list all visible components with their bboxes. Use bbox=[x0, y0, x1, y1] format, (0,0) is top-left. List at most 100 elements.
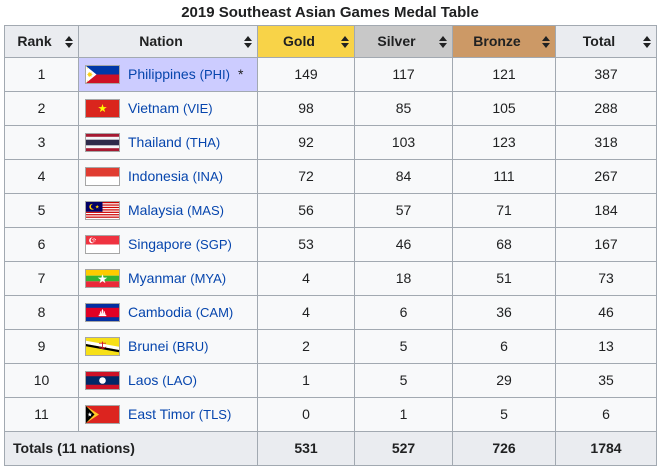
nation-cell: Cambodia (CAM) bbox=[78, 295, 258, 330]
nation-link[interactable]: East Timor (TLS) bbox=[128, 405, 231, 424]
bronze-cell: 6 bbox=[452, 329, 556, 364]
nation-cell: Malaysia (MAS) bbox=[78, 193, 258, 228]
flag-cambodia-icon bbox=[85, 303, 120, 322]
total-cell: 318 bbox=[555, 125, 657, 160]
nation-link[interactable]: Thailand (THA) bbox=[128, 133, 220, 152]
nation-link[interactable]: Malaysia (MAS) bbox=[128, 201, 224, 220]
silver-cell: 5 bbox=[354, 363, 453, 398]
silver-cell: 18 bbox=[354, 261, 453, 296]
flag-indonesia-icon bbox=[85, 167, 120, 186]
header-total[interactable]: Total bbox=[555, 25, 657, 58]
table-row: 7 Myanmar (MYA) 4 18 51 73 bbox=[4, 261, 657, 296]
gold-cell: 4 bbox=[257, 295, 355, 330]
nation-link[interactable]: Brunei (BRU) bbox=[128, 337, 208, 356]
nation-code: (SGP) bbox=[195, 237, 232, 252]
total-cell: 387 bbox=[555, 57, 657, 92]
nation-cell: East Timor (TLS) bbox=[78, 397, 258, 432]
total-cell: 167 bbox=[555, 227, 657, 262]
sort-icon bbox=[439, 35, 447, 48]
header-row: Rank Nation Gold Silver Bronze Total bbox=[4, 25, 657, 58]
nation-cell: Myanmar (MYA) bbox=[78, 261, 258, 296]
gold-cell: 72 bbox=[257, 159, 355, 194]
gold-cell: 0 bbox=[257, 397, 355, 432]
bronze-cell: 111 bbox=[452, 159, 556, 194]
nation-link[interactable]: Vietnam (VIE) bbox=[128, 99, 213, 118]
nation-name: Cambodia bbox=[128, 304, 192, 320]
nation-code: (CAM) bbox=[195, 305, 234, 320]
header-silver[interactable]: Silver bbox=[354, 25, 453, 58]
total-cell: 73 bbox=[555, 261, 657, 296]
nation-code: (LAO) bbox=[162, 373, 197, 388]
sort-icon bbox=[65, 35, 73, 48]
rank-cell: 8 bbox=[4, 295, 79, 330]
nation-link[interactable]: Laos (LAO) bbox=[128, 371, 197, 390]
nation-link[interactable]: Singapore (SGP) bbox=[128, 235, 232, 254]
nation-link[interactable]: Indonesia (INA) bbox=[128, 167, 223, 186]
nation-name: Indonesia bbox=[128, 168, 189, 184]
nation-code: (VIE) bbox=[183, 101, 213, 116]
page-title: 2019 Southeast Asian Games Medal Table bbox=[181, 4, 479, 21]
flag-east-timor-icon bbox=[85, 405, 120, 424]
bronze-cell: 123 bbox=[452, 125, 556, 160]
sort-icon bbox=[244, 35, 252, 48]
nation-link[interactable]: Cambodia (CAM) bbox=[128, 303, 233, 322]
table-row: 8 Cambodia (CAM) 4 6 36 46 bbox=[4, 295, 657, 330]
header-gold-label: Gold bbox=[283, 33, 315, 49]
nation-name: Myanmar bbox=[128, 270, 187, 286]
header-bronze[interactable]: Bronze bbox=[452, 25, 556, 58]
header-rank[interactable]: Rank bbox=[4, 25, 79, 58]
nation-link[interactable]: Myanmar (MYA) bbox=[128, 269, 226, 288]
totals-row: Totals (11 nations) 531 527 726 1784 bbox=[4, 431, 657, 466]
table-row: 9 Brunei (BRU) 2 5 6 13 bbox=[4, 329, 657, 364]
rank-cell: 3 bbox=[4, 125, 79, 160]
header-total-label: Total bbox=[582, 33, 616, 49]
silver-cell: 57 bbox=[354, 193, 453, 228]
nation-code: (BRU) bbox=[172, 339, 209, 354]
gold-cell: 4 bbox=[257, 261, 355, 296]
nation-link[interactable]: Philippines (PHI) bbox=[128, 65, 230, 84]
nation-code: (MYA) bbox=[190, 271, 227, 286]
nation-name: East Timor bbox=[128, 406, 195, 422]
sort-icon bbox=[542, 35, 550, 48]
gold-cell: 1 bbox=[257, 363, 355, 398]
nation-code: (THA) bbox=[185, 135, 221, 150]
bronze-cell: 71 bbox=[452, 193, 556, 228]
totals-gold: 531 bbox=[257, 431, 355, 466]
nation-cell: Laos (LAO) bbox=[78, 363, 258, 398]
nation-name: Laos bbox=[128, 372, 159, 388]
gold-cell: 53 bbox=[257, 227, 355, 262]
nation-name: Malaysia bbox=[128, 202, 184, 218]
total-cell: 13 bbox=[555, 329, 657, 364]
nation-cell: Singapore (SGP) bbox=[78, 227, 258, 262]
bronze-cell: 36 bbox=[452, 295, 556, 330]
total-cell: 46 bbox=[555, 295, 657, 330]
total-cell: 184 bbox=[555, 193, 657, 228]
header-nation-label: Nation bbox=[139, 33, 183, 49]
total-cell: 6 bbox=[555, 397, 657, 432]
header-silver-label: Silver bbox=[377, 33, 416, 49]
medal-table: Rank Nation Gold Silver Bronze Total 1 P… bbox=[4, 25, 657, 466]
silver-cell: 103 bbox=[354, 125, 453, 160]
gold-cell: 92 bbox=[257, 125, 355, 160]
nation-code: (PHI) bbox=[199, 67, 230, 82]
rank-cell: 1 bbox=[4, 57, 79, 92]
total-cell: 35 bbox=[555, 363, 657, 398]
flag-laos-icon bbox=[85, 371, 120, 390]
flag-philippines-icon bbox=[85, 65, 120, 84]
header-gold[interactable]: Gold bbox=[257, 25, 355, 58]
rank-cell: 9 bbox=[4, 329, 79, 364]
bronze-cell: 121 bbox=[452, 57, 556, 92]
nation-name: Vietnam bbox=[128, 100, 180, 116]
table-row: 5 Malaysia (MAS) 56 57 71 184 bbox=[4, 193, 657, 228]
host-marker: * bbox=[237, 66, 244, 82]
rank-cell: 4 bbox=[4, 159, 79, 194]
rank-cell: 6 bbox=[4, 227, 79, 262]
nation-cell-host: Philippines (PHI) * bbox=[78, 57, 258, 92]
gold-cell: 98 bbox=[257, 91, 355, 126]
header-nation[interactable]: Nation bbox=[78, 25, 258, 58]
table-row: 3 Thailand (THA) 92 103 123 318 bbox=[4, 125, 657, 160]
flag-singapore-icon bbox=[85, 235, 120, 254]
nation-cell: Indonesia (INA) bbox=[78, 159, 258, 194]
silver-cell: 46 bbox=[354, 227, 453, 262]
